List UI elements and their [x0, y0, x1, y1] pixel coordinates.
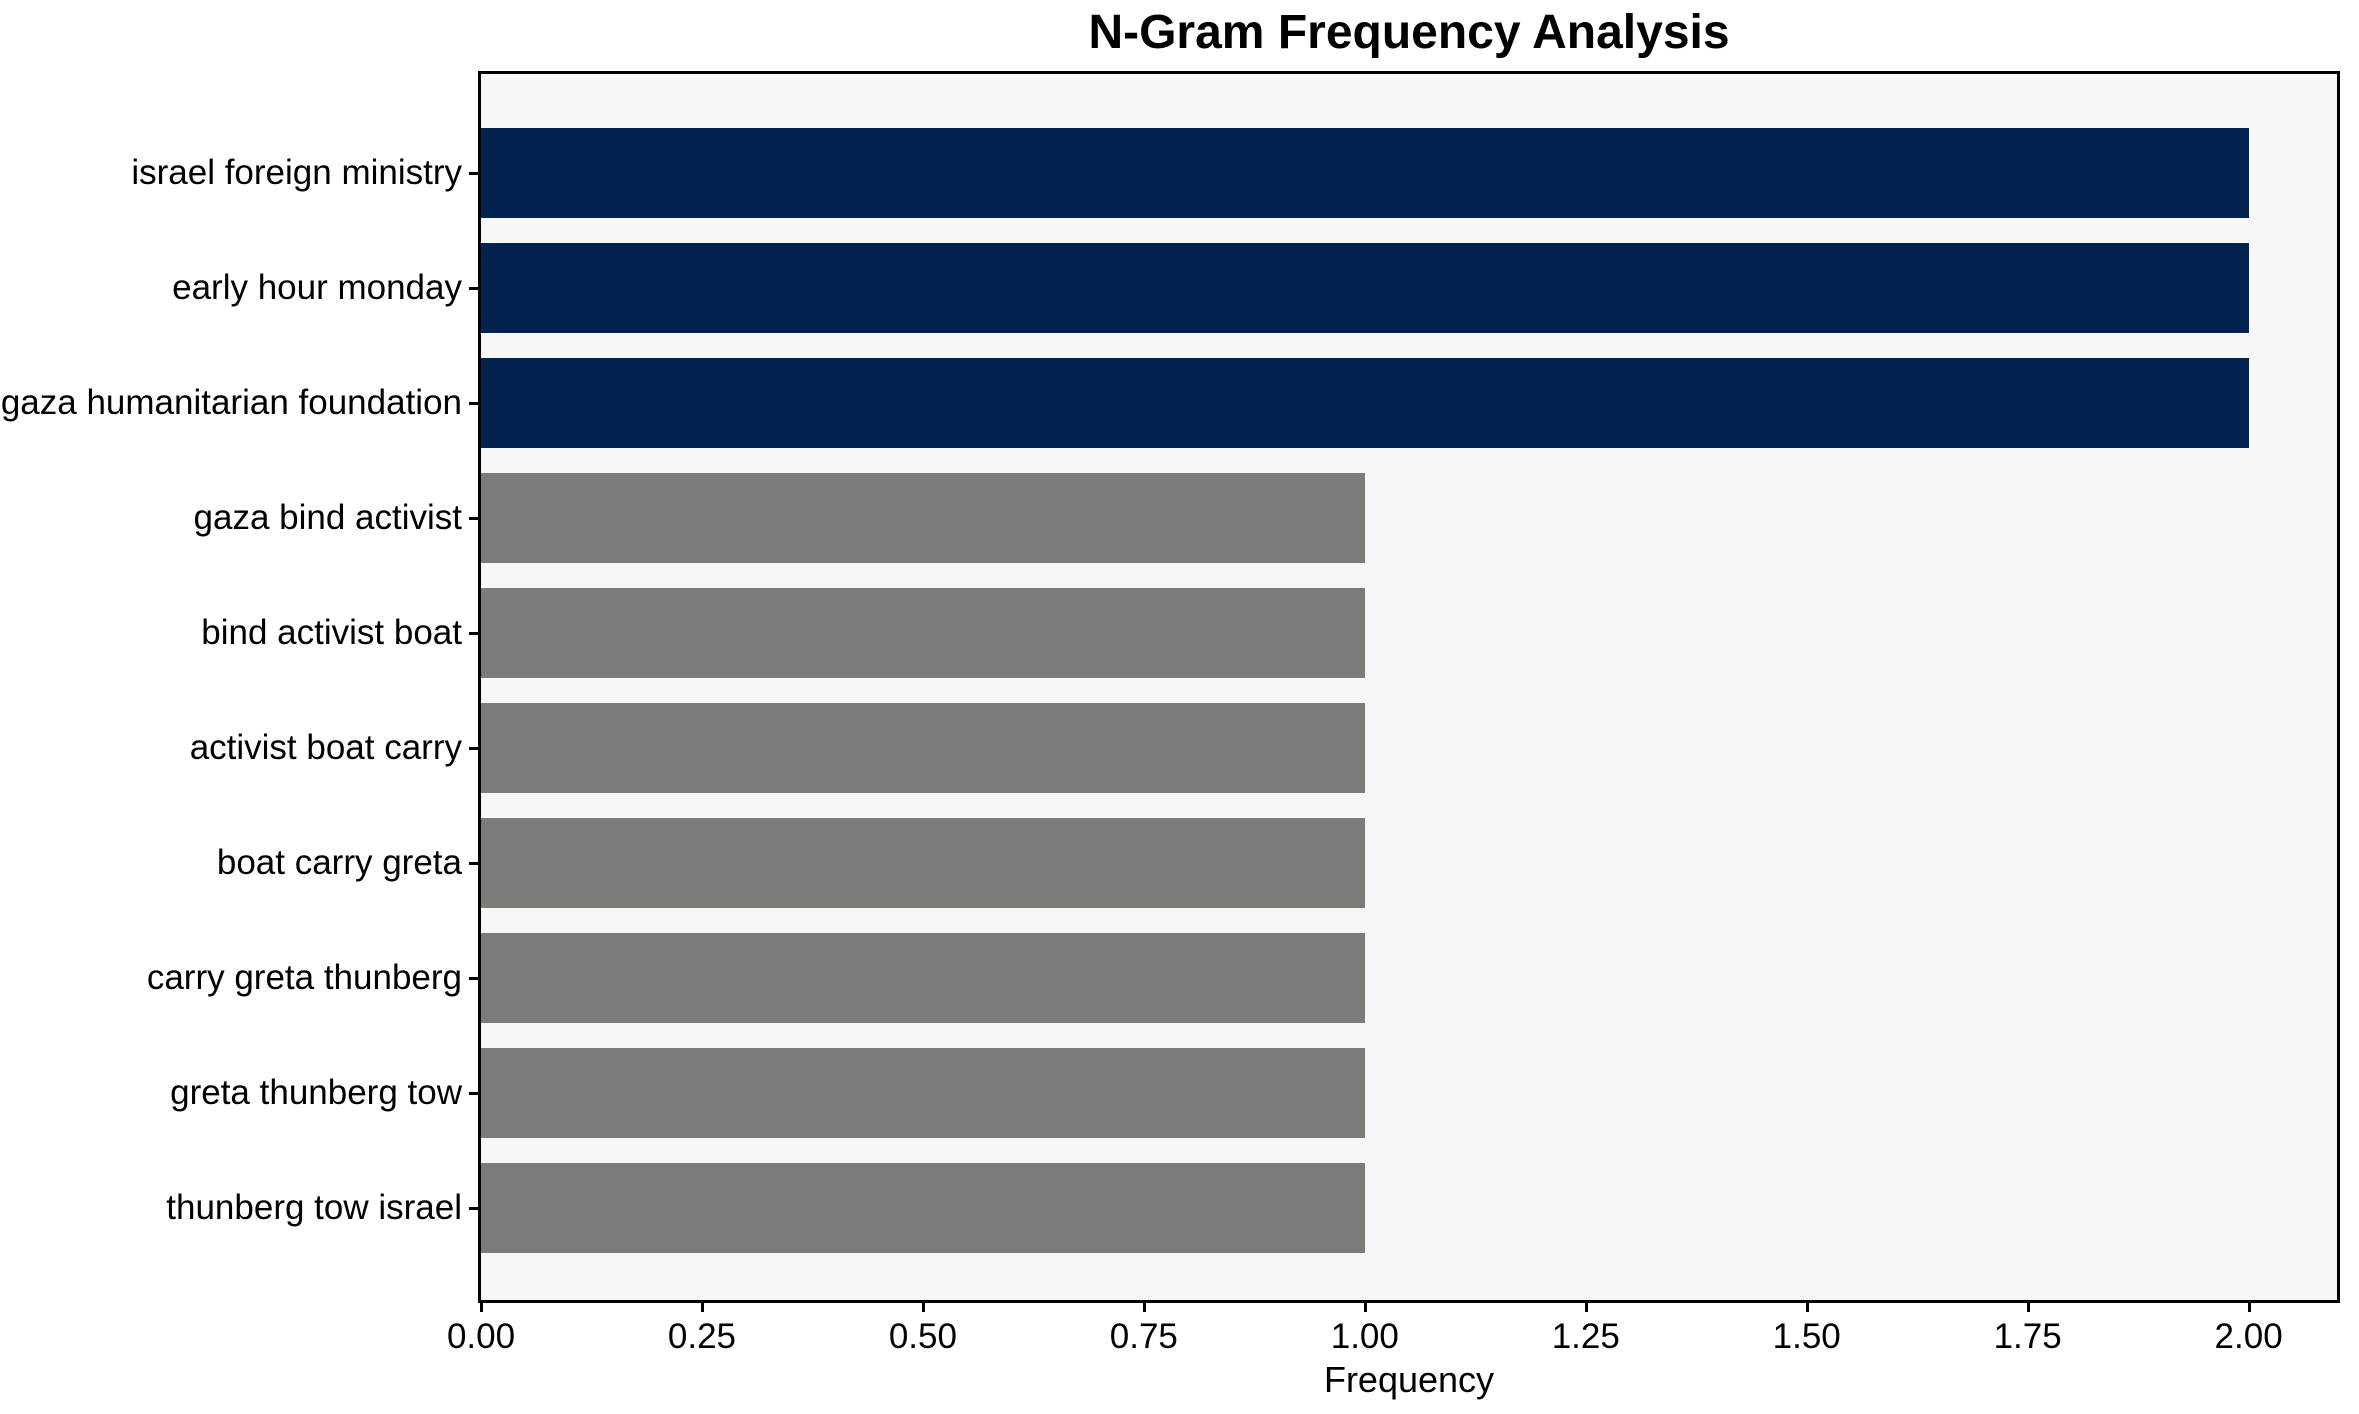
x-tick	[1584, 1303, 1588, 1312]
x-tick-label: 2.00	[2214, 1317, 2283, 1356]
y-tick	[469, 1207, 478, 1210]
y-category-label: bind activist boat	[201, 613, 462, 652]
y-tick	[469, 1092, 478, 1095]
bar	[481, 473, 1365, 563]
x-axis-label: Frequency	[1323, 1359, 1495, 1400]
bar	[481, 1163, 1365, 1253]
y-category-label: gaza bind activist	[193, 498, 462, 537]
x-tick-label: 0.75	[1109, 1317, 1178, 1356]
bar	[481, 358, 2249, 448]
x-tick-label: 1.50	[1772, 1317, 1841, 1356]
plot-area	[478, 71, 2340, 1303]
x-tick-label: 0.25	[667, 1317, 736, 1356]
y-category-label: greta thunberg tow	[170, 1073, 462, 1112]
y-tick	[469, 402, 478, 405]
x-tick	[700, 1303, 704, 1312]
y-category-label: activist boat carry	[189, 728, 462, 767]
y-tick	[469, 287, 478, 290]
bar	[481, 243, 2249, 333]
chart-title: N-Gram Frequency Analysis	[1088, 6, 1730, 59]
y-category-label: boat carry greta	[216, 843, 462, 882]
bar	[481, 588, 1365, 678]
x-tick	[480, 1303, 483, 1312]
y-tick	[469, 632, 478, 635]
x-tick-label: 0.50	[888, 1317, 957, 1356]
y-category-label: early hour monday	[172, 268, 462, 307]
x-tick	[1142, 1303, 1146, 1312]
y-category-label: carry greta thunberg	[146, 958, 462, 997]
y-tick	[469, 862, 478, 865]
x-tick-label: 0.00	[446, 1317, 516, 1356]
x-tick	[2026, 1303, 2030, 1312]
x-tick-label: 1.75	[1993, 1317, 2062, 1356]
y-category-label: gaza humanitarian foundation	[0, 383, 462, 422]
bar	[481, 818, 1365, 908]
bar	[481, 128, 2249, 218]
x-tick	[921, 1303, 925, 1312]
y-tick	[469, 172, 478, 175]
y-tick	[469, 517, 478, 520]
x-tick-label: 1.25	[1551, 1317, 1620, 1356]
x-tick	[1363, 1303, 1367, 1312]
bar	[481, 933, 1365, 1023]
x-tick	[1805, 1303, 1809, 1312]
y-category-label: thunberg tow israel	[166, 1188, 462, 1227]
bar	[481, 1048, 1365, 1138]
x-tick-label: 1.00	[1330, 1317, 1399, 1356]
y-category-label: israel foreign ministry	[131, 153, 462, 192]
bar	[481, 703, 1365, 793]
x-tick	[2247, 1303, 2251, 1312]
y-tick	[469, 747, 478, 750]
y-tick	[469, 977, 478, 980]
